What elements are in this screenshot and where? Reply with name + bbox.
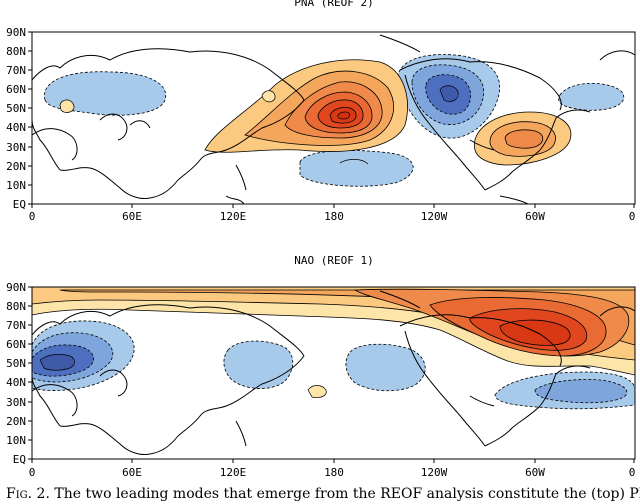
pna-negative-center-siberia [44, 71, 167, 116]
nao-lon-label: 180 [324, 466, 344, 479]
pna-latitude-axis: 90N 80N 70N 60N 50N 40N 30N 20N 10N EQ [6, 26, 32, 211]
pna-panel: PNA (REOF 2) [6, 0, 636, 223]
nao-lat-label: 60N [6, 338, 26, 351]
nao-lon-label: 0 [29, 466, 36, 479]
pna-lat-label: EQ [13, 198, 26, 211]
nao-lat-label: 20N [6, 415, 26, 428]
pna-lon-label: 60W [525, 210, 545, 223]
nao-lon-label: 60E [122, 466, 142, 479]
pna-lat-label: 60N [6, 83, 26, 96]
pna-lat-label: 30N [6, 141, 26, 154]
pna-lat-label: 50N [6, 102, 26, 115]
pna-lat-label: 70N [6, 64, 26, 77]
pna-lat-label: 20N [6, 160, 26, 173]
pna-lat-label: 90N [6, 26, 26, 39]
nao-lat-label: 40N [6, 376, 26, 389]
pna-negative-center-canada [397, 54, 500, 139]
nao-negative-center-north-pacific [345, 343, 426, 392]
nao-positive-band-arctic [32, 287, 635, 376]
nao-lat-label: 10N [6, 434, 26, 447]
nao-lat-label: 70N [6, 319, 26, 332]
pna-negative-center-subtropical-pacific [299, 150, 414, 187]
pna-positive-center-north-pacific [204, 59, 408, 153]
pna-lat-label: 10N [6, 179, 26, 192]
nao-lat-label: 80N [6, 300, 26, 313]
nao-negative-center-east-asia [223, 340, 294, 389]
pna-lon-label: 120E [220, 210, 247, 223]
pna-lon-label: 180 [324, 210, 344, 223]
pna-lat-label: 80N [6, 45, 26, 58]
pna-map-area [32, 34, 635, 204]
nao-lon-label: 60W [525, 466, 545, 479]
nao-negative-center-atlantic [494, 371, 635, 410]
pna-longitude-axis: 0 60E 120E 180 120W 60W 0 [29, 204, 636, 223]
nao-latitude-axis: 90N 80N 70N 60N 50N 40N 30N 20N 10N EQ [6, 281, 32, 466]
nao-lon-label: 0 [629, 466, 636, 479]
pna-lon-label: 120W [421, 210, 448, 223]
pna-lon-label: 0 [629, 210, 636, 223]
pna-positive-center-southeast-us [473, 111, 572, 166]
nao-map-area [32, 287, 635, 455]
figure-caption-text: The two leading modes that emerge from t… [54, 486, 640, 502]
nao-coastlines [32, 290, 635, 455]
pna-lat-label: 40N [6, 121, 26, 134]
figure-caption: Fig. 2. The two leading modes that emerg… [6, 485, 640, 504]
nao-lat-label: EQ [13, 453, 26, 466]
pna-negative-center-atlantic [558, 82, 625, 111]
nao-lon-label: 120W [421, 466, 448, 479]
nao-lat-label: 30N [6, 396, 26, 409]
nao-panel-title: NAO (REOF 1) [294, 254, 373, 267]
nao-negative-center-west-eurasia [32, 320, 135, 391]
pna-positive-center-small-eurasia [59, 90, 276, 113]
nao-panel: NAO (REOF 1) [6, 254, 636, 479]
figure-caption-lead: Fig. 2. [6, 486, 50, 502]
nao-lat-label: 50N [6, 357, 26, 370]
nao-lon-label: 120E [220, 466, 247, 479]
pna-lon-label: 60E [122, 210, 142, 223]
pna-lon-label: 0 [29, 210, 36, 223]
nao-positive-small-pacific [307, 385, 327, 398]
nao-longitude-axis: 0 60E 120E 180 120W 60W 0 [29, 459, 636, 479]
pna-panel-title: PNA (REOF 2) [294, 0, 373, 9]
pna-coastlines [32, 34, 635, 204]
nao-lat-label: 90N [6, 281, 26, 294]
